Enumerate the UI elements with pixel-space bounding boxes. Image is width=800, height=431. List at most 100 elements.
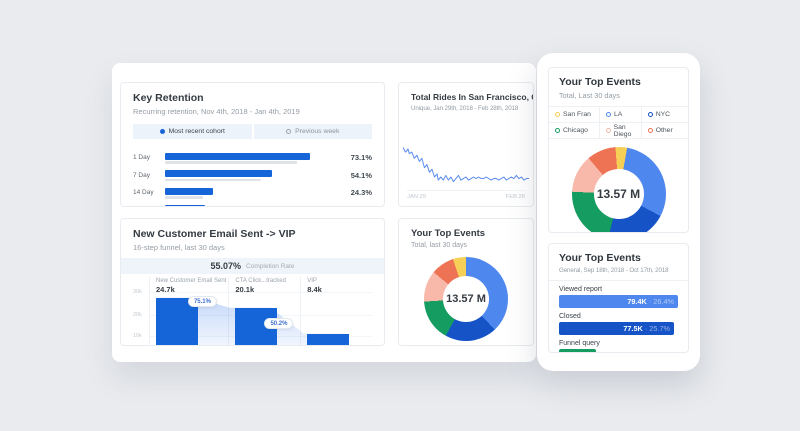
event-bar[interactable] (559, 349, 596, 352)
events-donut-chart[interactable]: 13.57 M (424, 257, 508, 341)
x-axis-end-label: FEB 28 (505, 194, 525, 200)
event-bar-track: 11.5K · 7.1% (559, 349, 678, 352)
event-bar[interactable] (559, 295, 678, 308)
legend-dot-icon (555, 128, 560, 133)
retention-bar-track (165, 187, 330, 199)
donut-legend: San Fran LA NYC Chicago (549, 106, 688, 139)
retention-bar-track (165, 152, 330, 164)
event-percent: 7.1% (626, 351, 643, 352)
event-bar-text: 79.4K · 26.4% (627, 295, 674, 308)
donut-total-value: 13.57 M (596, 187, 641, 201)
tab-previous-week[interactable]: Previous week (253, 124, 372, 139)
donut-card-header: Your Top Events Total, last 30 days (399, 219, 533, 249)
donut-card-subtitle: Total, last 30 days (411, 242, 468, 249)
total-rides-subtitle: Unique, Jan 29th, 2018 - Feb 28th, 2018 (411, 105, 519, 112)
rides-line-series (403, 147, 529, 181)
retention-bar-current[interactable] (165, 170, 273, 178)
event-percent: 25.7% (649, 324, 670, 333)
legend-item-chicago[interactable]: Chicago (549, 123, 599, 138)
legend-label: NYC (655, 111, 671, 118)
top-events-donut-card: Your Top Events Total, last 30 days 13.5… (398, 218, 534, 346)
completion-rate-label: Completion Rate (246, 262, 295, 270)
legend-label: Other (655, 127, 673, 134)
legend-item-other[interactable]: Other (640, 123, 688, 138)
tab-most-recent-cohort[interactable]: Most recent cohort (133, 124, 252, 139)
phone-list-subtitle: General, Sep 18th, 2018 - Oct 17th, 2018 (559, 267, 669, 274)
retention-rows: 1 Day 73.1% 7 Day 54.1% 14 D (133, 149, 372, 207)
separator: · (644, 324, 648, 333)
retention-row-value: 24.3% (350, 188, 372, 198)
y-tick: 30k (133, 289, 142, 295)
funnel-step-value: 20.1k (235, 285, 255, 294)
key-retention-header: Key Retention Recurring retention, Nov 4… (121, 83, 384, 116)
rides-x-axis: JAN 29 FEB 28 (407, 190, 525, 200)
event-bar-track: 79.4K · 26.4% (559, 295, 678, 308)
event-percent: 26.4% (653, 297, 674, 306)
retention-bar-current[interactable] (165, 152, 311, 160)
phone-events-title: Your Top Events (559, 76, 641, 88)
completion-rate-strip: 55.07% Completion Rate (121, 258, 384, 274)
retention-bar-current[interactable] (165, 205, 205, 206)
phone-events-donut-chart[interactable]: 13.57 M (571, 147, 666, 232)
donut-card-title: Your Top Events (411, 228, 486, 239)
funnel-title: New Customer Email Sent -> VIP (133, 228, 296, 240)
donut-total-value: 13.57 M (446, 293, 486, 305)
funnel-step-value: 24.7k (156, 285, 175, 294)
legend-label: LA (614, 111, 623, 118)
phone-events-subtitle: Total, Last 30 days (559, 91, 620, 100)
separator: · (622, 351, 624, 352)
legend-item-san-diego[interactable]: San Diego (599, 123, 641, 138)
retention-row: 7 Day 54.1% (133, 167, 372, 185)
event-bar-text: 11.5K · 7.1% (601, 349, 643, 352)
event-value: 11.5K (601, 351, 620, 352)
tab-label: Most recent cohort (168, 128, 225, 135)
legend-label: San Fran (563, 111, 591, 118)
rides-line-chart[interactable] (403, 135, 529, 191)
gridline (149, 292, 372, 293)
total-rides-header: Total Rides In San Francisco, CA Unique,… (399, 83, 533, 112)
retention-row-label: 14 Day (133, 189, 154, 197)
retention-row: 14 Day 24.3% (133, 184, 372, 202)
legend-dot-icon (647, 128, 653, 133)
phone-top-events-list-card: Your Top Events General, Sep 18th, 2018 … (548, 243, 689, 353)
phone-top-events-card: Your Top Events Total, Last 30 days San … (548, 67, 689, 233)
retention-bar-previous (165, 196, 203, 199)
legend-dot-icon (606, 128, 611, 133)
event-label: Closed (559, 313, 581, 320)
event-bar-row: Viewed report 79.4K · 26.4% (559, 286, 678, 308)
phone-card: Your Top Events Total, Last 30 days San … (537, 53, 700, 371)
donut-hole: 13.57 M (593, 169, 644, 219)
retention-bar-current[interactable] (165, 187, 213, 195)
donut-hole: 13.57 M (443, 276, 489, 322)
retention-row-value: 54.1% (350, 170, 372, 180)
phone-events-header: Your Top Events Total, Last 30 days (549, 68, 688, 100)
legend-row: Chicago San Diego Other (549, 122, 688, 138)
legend-item-la[interactable]: LA (599, 107, 641, 122)
legend-item-nyc[interactable]: NYC (640, 107, 688, 122)
event-value: 77.5K (623, 324, 643, 333)
x-axis-start-label: JAN 29 (407, 194, 427, 200)
legend-item-san-fran[interactable]: San Fran (549, 107, 599, 122)
funnel-subtitle: 16-step funnel, last 30 days (133, 243, 225, 252)
legend-label: Chicago (563, 127, 588, 134)
funnel-bar[interactable] (307, 334, 350, 345)
completion-rate-value: 55.07% (210, 261, 242, 271)
funnel-step-name: New Customer Email Sent (156, 278, 227, 284)
retention-row-value: 19.7% (340, 206, 372, 207)
legend-dot-icon (606, 112, 612, 117)
funnel-header: New Customer Email Sent -> VIP 16-step f… (121, 219, 384, 252)
conversion-pill: 50.2% (264, 318, 294, 329)
line-chart-svg (403, 135, 529, 191)
funnel-step-name: VIP (307, 278, 317, 284)
cohort-tabs: Most recent cohort Previous week (133, 124, 372, 139)
funnel-plot: 30k 20k 10k New Cu (133, 276, 372, 345)
separator: · (648, 297, 652, 306)
dashboard-panel: Key Retention Recurring retention, Nov 4… (112, 63, 536, 362)
funnel-card: New Customer Email Sent -> VIP 16-step f… (120, 218, 385, 346)
event-bar[interactable] (559, 322, 675, 335)
conversion-pill: 75.1% (187, 296, 217, 307)
legend-label: San Diego (613, 123, 632, 138)
retention-row: 30 Day 19.7% (133, 202, 372, 207)
total-rides-title: Total Rides In San Francisco, CA (411, 92, 534, 102)
